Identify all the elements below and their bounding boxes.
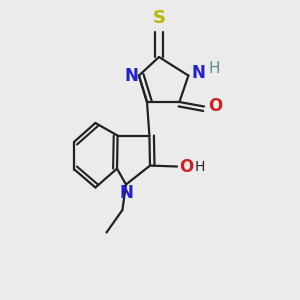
Text: N: N bbox=[191, 64, 205, 82]
Text: O: O bbox=[208, 97, 223, 115]
Text: S: S bbox=[152, 9, 166, 27]
Text: N: N bbox=[119, 184, 133, 202]
Text: N: N bbox=[124, 67, 138, 85]
Text: H: H bbox=[208, 61, 220, 76]
Text: H: H bbox=[194, 160, 205, 174]
Text: O: O bbox=[179, 158, 194, 176]
